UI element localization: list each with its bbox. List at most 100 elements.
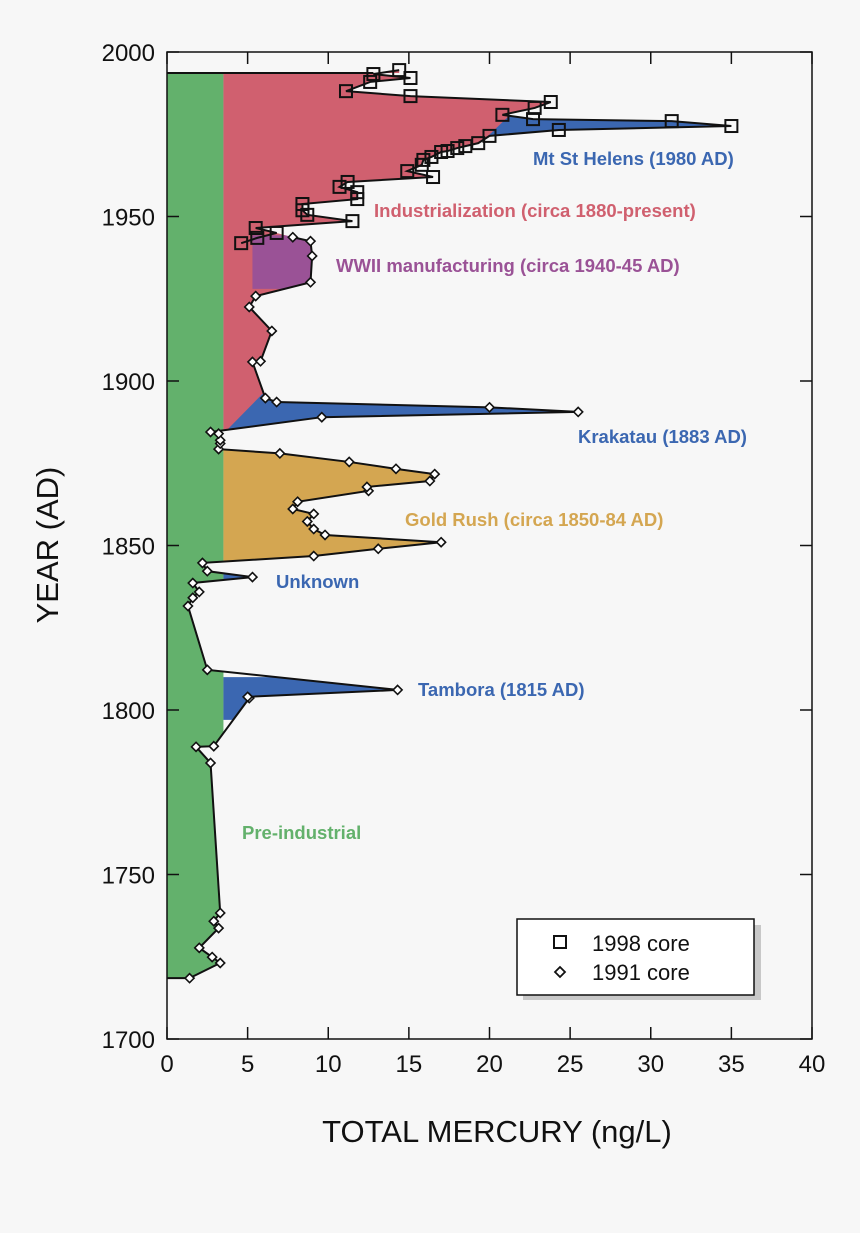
point-1991-core [193,586,205,598]
point-1998-core [416,152,431,167]
point-1998-core [426,170,441,185]
point-1991-core [193,942,205,954]
annotation-gold-rush: Gold Rush (circa 1850-84 AD) [405,509,663,530]
point-1991-core [187,592,199,604]
legend-square-marker [553,935,567,949]
x-tick-label: 5 [241,1051,254,1078]
point-1998-core [248,221,263,236]
point-1998-core [345,214,360,229]
point-1998-core [234,236,249,251]
legend-label-1998: 1998 core [592,931,690,956]
annotation-mt-st-helens: Mt St Helens (1980 AD) [533,148,734,169]
point-1991-core [319,529,331,541]
point-1991-core [201,565,213,577]
point-1991-core [183,972,196,984]
point-1991-core [274,447,286,460]
y-tick-label: 1950 [102,205,155,232]
y-tick-label: 1850 [102,534,155,561]
point-1991-core [316,411,328,423]
point-1991-core [287,231,299,243]
point-1991-core [435,536,447,548]
point-1998-core [363,74,378,89]
point-1991-core [204,426,217,438]
point-1991-core [266,325,278,337]
point-1998-core [424,149,439,164]
point-1991-core [259,392,271,404]
point-1991-core [196,557,209,569]
annotation-krakatau: Krakatau (1883 AD) [578,426,747,447]
x-tick-label: 20 [476,1051,503,1078]
annotation-industrialization: Industrialization (circa 1880-present) [374,200,696,221]
y-tick-label: 1900 [102,369,155,396]
x-tick-label: 25 [557,1051,584,1078]
y-tick-label: 1800 [102,698,155,725]
point-1991-core [254,355,267,367]
y-tick-label: 1700 [102,1027,155,1054]
point-1991-core [287,503,299,515]
point-1991-core [291,496,304,508]
x-tick-label: 10 [315,1051,342,1078]
point-1991-core [308,523,320,535]
point-1991-core [212,922,225,934]
point-1991-core [214,434,226,446]
point-1998-core [482,128,497,143]
point-1991-core [204,757,217,769]
point-1991-core [372,543,384,555]
point-1998-core [495,107,510,122]
point-1998-core [269,225,284,240]
point-1991-core [391,684,404,696]
point-1991-core [190,741,202,753]
point-1998-core [340,174,355,189]
point-1991-core [301,515,313,528]
x-tick-label: 35 [718,1051,745,1078]
point-1998-core [350,185,365,200]
point-1998-core [300,207,315,222]
point-1998-core [724,119,739,134]
point-1991-core [241,691,254,703]
x-axis-title: TOTAL MERCURY (ng/L) [322,1114,672,1149]
x-tick-label: 15 [396,1051,423,1078]
point-1991-core [208,915,220,927]
x-tick-label: 30 [637,1051,664,1078]
point-1991-core [246,571,259,583]
point-1991-core [483,401,496,413]
point-1991-core [250,290,262,302]
x-tick-label: 0 [160,1051,173,1078]
region-gold-rush [223,449,732,562]
point-1991-core [208,740,220,752]
point-1991-core [271,396,283,408]
point-1991-core [361,481,373,493]
series-line-1998-core [240,69,732,245]
point-1998-core [338,84,353,99]
point-1998-core [403,89,418,104]
point-1991-core [214,907,226,919]
point-1998-core [450,141,465,156]
x-tick-label: 40 [799,1051,826,1078]
point-1998-core [392,63,407,78]
point-1991-core [246,356,259,368]
point-1998-core [250,230,265,245]
point-1998-core [332,179,347,194]
point-1991-core [424,475,436,487]
point-1998-core [295,196,310,211]
point-1991-core [304,276,317,288]
y-tick-label: 1750 [102,863,155,890]
point-1991-core [243,301,255,313]
point-1991-core [304,235,317,247]
point-1991-core [306,250,318,262]
point-1991-core [182,600,194,612]
legend: 1998 core 1991 core [516,918,761,1000]
point-1998-core [543,95,558,110]
point-1998-core [414,157,429,172]
point-1998-core [366,67,381,82]
annotation-unknown: Unknown [276,571,359,592]
point-1991-core [201,664,213,676]
region-pre-industrial [167,70,224,979]
point-1991-core [390,463,402,475]
y-tick-label: 2000 [102,40,155,67]
point-1998-core [403,70,418,85]
annotation-wwii: WWII manufacturing (circa 1940-45 AD) [336,255,680,276]
point-1998-core [440,144,455,159]
point-1991-core [343,456,355,468]
